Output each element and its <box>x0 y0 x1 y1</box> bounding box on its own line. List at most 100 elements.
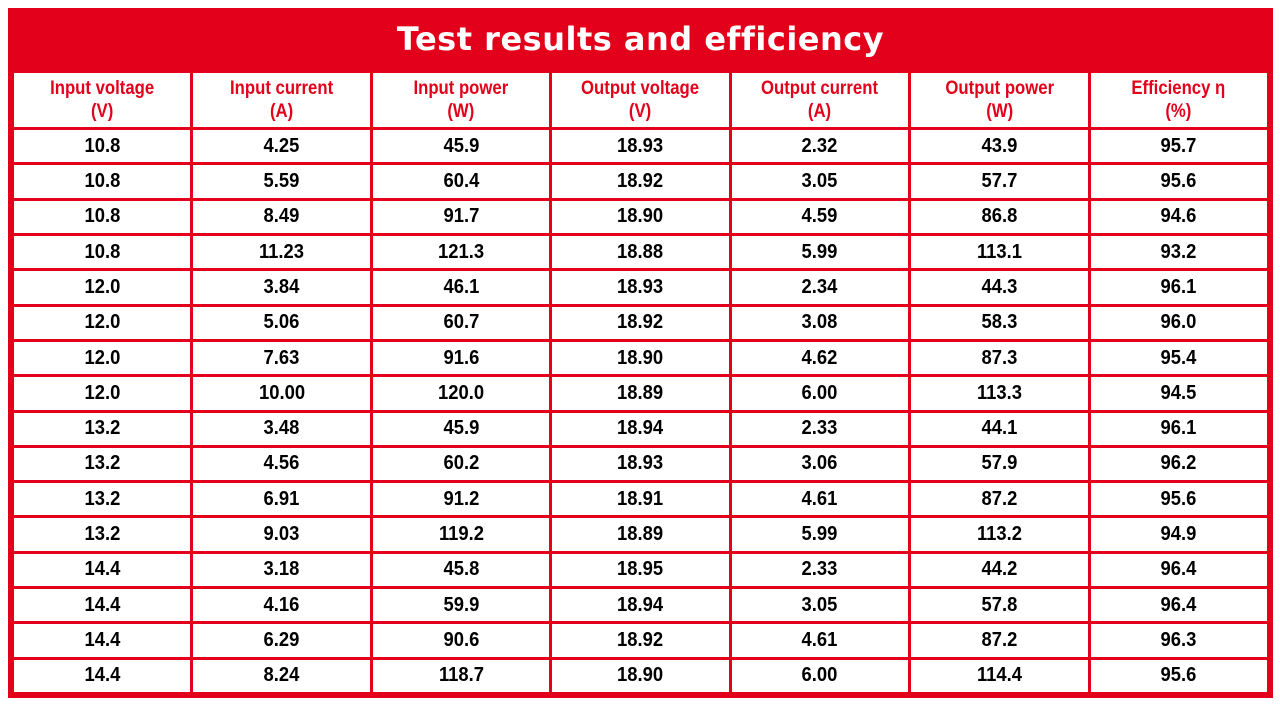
cell-value: 87.2 <box>981 629 1018 652</box>
results-table-frame: Test results and efficiency Input voltag… <box>8 8 1273 698</box>
cell-value: 14.4 <box>84 593 121 616</box>
cell-value: 90.6 <box>443 629 479 652</box>
table-cell-output-current: 3.05 <box>731 165 909 198</box>
table-cell-efficiency: 95.6 <box>1090 659 1267 692</box>
table-cell-input-voltage: 10.8 <box>14 235 191 269</box>
cell-value: 46.1 <box>443 275 479 298</box>
table-cell-input-power: 90.6 <box>372 624 550 657</box>
table-cell-input-voltage: 14.4 <box>14 553 191 587</box>
cell-value: 57.9 <box>981 452 1018 475</box>
table-cell-input-current: 8.49 <box>193 200 370 233</box>
column-header-unit: (%) <box>1165 101 1192 122</box>
cell-value: 91.2 <box>443 487 479 510</box>
table-cell-output-voltage: 18.93 <box>552 130 729 163</box>
cell-value: 6.00 <box>801 381 838 404</box>
cell-value: 94.9 <box>1160 523 1197 546</box>
cell-value: 4.16 <box>263 593 300 616</box>
table-cell-efficiency: 96.1 <box>1090 412 1267 445</box>
table-cell-input-power: 60.7 <box>372 306 550 339</box>
table-row: 14.4 8.24 118.7 18.90 6.00 114.4 95.6 <box>14 659 1267 692</box>
cell-value: 91.7 <box>443 205 479 228</box>
column-header-name: Output voltage <box>581 78 700 99</box>
cell-value: 12.0 <box>84 311 121 334</box>
cell-value: 12.0 <box>84 275 121 298</box>
table-row: 10.8 4.25 45.9 18.93 2.32 43.9 95.7 <box>14 130 1267 163</box>
table-cell-input-voltage: 10.8 <box>14 130 191 163</box>
table-cell-input-power: 45.9 <box>372 412 550 445</box>
cell-value: 13.2 <box>84 417 121 440</box>
column-header-output-power: Output power (W) <box>911 73 1088 127</box>
table-cell-output-voltage: 18.90 <box>552 659 729 692</box>
table-cell-output-voltage: 18.92 <box>552 624 729 657</box>
cell-value: 18.92 <box>617 629 664 652</box>
cell-value: 57.7 <box>981 169 1018 192</box>
cell-value: 96.0 <box>1160 311 1197 334</box>
cell-value: 10.8 <box>84 205 121 228</box>
table-cell-output-power: 87.2 <box>911 483 1088 516</box>
table-cell-input-power: 121.3 <box>372 235 550 269</box>
cell-value: 113.2 <box>976 523 1022 546</box>
cell-value: 12.0 <box>84 381 121 404</box>
column-header-text: Input current (A) <box>230 77 333 123</box>
cell-value: 3.05 <box>801 593 838 616</box>
table-cell-input-current: 11.23 <box>193 235 370 269</box>
table-cell-input-power: 60.2 <box>372 447 550 481</box>
table-cell-output-current: 4.62 <box>731 341 909 375</box>
column-header-input-power: Input power (W) <box>372 73 550 127</box>
cell-value: 95.6 <box>1160 664 1197 687</box>
table-cell-output-current: 2.33 <box>731 553 909 587</box>
table-cell-efficiency: 95.6 <box>1090 483 1267 516</box>
column-header-unit: (W) <box>985 101 1013 122</box>
table-cell-input-current: 5.06 <box>193 306 370 339</box>
table-cell-efficiency: 96.4 <box>1090 589 1267 622</box>
cell-value: 5.06 <box>263 311 300 334</box>
cell-value: 4.62 <box>801 346 838 369</box>
table-row: 13.2 3.48 45.9 18.94 2.33 44.1 96.1 <box>14 412 1267 445</box>
cell-value: 86.8 <box>981 205 1018 228</box>
table-cell-output-current: 3.08 <box>731 306 909 339</box>
cell-value: 18.89 <box>617 523 664 546</box>
cell-value: 119.2 <box>438 523 484 546</box>
cell-value: 18.93 <box>617 275 664 298</box>
cell-value: 7.63 <box>263 346 300 369</box>
table-cell-input-voltage: 12.0 <box>14 341 191 375</box>
table-cell-output-power: 43.9 <box>911 130 1088 163</box>
cell-value: 95.7 <box>1160 134 1197 157</box>
column-header-text: Input power (W) <box>414 77 509 123</box>
column-header-name: Input current <box>230 78 334 99</box>
cell-value: 96.2 <box>1160 452 1197 475</box>
table-row: 14.4 6.29 90.6 18.92 4.61 87.2 96.3 <box>14 624 1267 657</box>
cell-value: 60.7 <box>443 311 479 334</box>
table-cell-input-current: 6.91 <box>193 483 370 516</box>
table-cell-efficiency: 93.2 <box>1090 235 1267 269</box>
table-cell-efficiency: 96.3 <box>1090 624 1267 657</box>
cell-value: 13.2 <box>84 487 121 510</box>
table-row: 13.2 9.03 119.2 18.89 5.99 113.2 94.9 <box>14 518 1267 551</box>
table-cell-input-voltage: 14.4 <box>14 659 191 692</box>
cell-value: 113.3 <box>976 381 1022 404</box>
cell-value: 96.4 <box>1160 558 1197 581</box>
column-header-unit: (A) <box>808 101 832 122</box>
cell-value: 95.6 <box>1160 487 1197 510</box>
table-cell-input-voltage: 13.2 <box>14 518 191 551</box>
table-cell-output-voltage: 18.91 <box>552 483 729 516</box>
cell-value: 4.59 <box>801 205 838 228</box>
table-cell-efficiency: 94.5 <box>1090 377 1267 410</box>
cell-value: 113.1 <box>976 240 1022 263</box>
table-cell-input-voltage: 10.8 <box>14 165 191 198</box>
cell-value: 91.6 <box>443 346 479 369</box>
cell-value: 18.90 <box>617 205 664 228</box>
table-cell-input-power: 59.9 <box>372 589 550 622</box>
table-cell-output-power: 44.3 <box>911 271 1088 304</box>
table-cell-input-current: 4.16 <box>193 589 370 622</box>
table-row: 10.8 5.59 60.4 18.92 3.05 57.7 95.6 <box>14 165 1267 198</box>
table-cell-output-current: 5.99 <box>731 518 909 551</box>
column-header-output-current: Output current (A) <box>731 73 909 127</box>
table-cell-output-voltage: 18.92 <box>552 165 729 198</box>
cell-value: 44.1 <box>981 417 1018 440</box>
table-row: 12.0 7.63 91.6 18.90 4.62 87.3 95.4 <box>14 341 1267 375</box>
cell-value: 2.32 <box>801 134 838 157</box>
table-cell-output-voltage: 18.89 <box>552 518 729 551</box>
table-cell-output-power: 113.1 <box>911 235 1088 269</box>
cell-value: 60.2 <box>443 452 479 475</box>
